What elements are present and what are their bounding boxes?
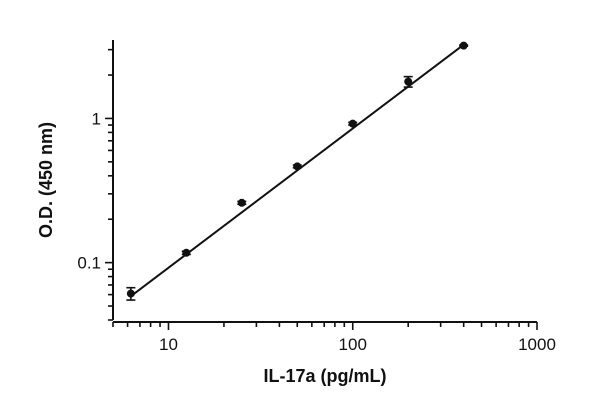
data-point (293, 162, 302, 171)
data-point (404, 77, 413, 86)
data-point (348, 119, 357, 128)
fit-line (130, 43, 465, 297)
data-point (237, 198, 246, 207)
data-point (459, 41, 468, 50)
y-tick-label: 0.1 (77, 254, 101, 273)
y-axis-title: O.D. (450 nm) (36, 122, 56, 238)
x-tick-label: 1000 (518, 335, 556, 354)
data-point (126, 289, 135, 298)
data-point (182, 248, 191, 257)
x-axis-title: IL-17a (pg/mL) (263, 366, 386, 386)
x-tick-label: 100 (339, 335, 367, 354)
fit-line-group (130, 43, 465, 297)
y-tick-label: 1 (92, 109, 101, 128)
data-points (126, 41, 468, 298)
axes (105, 40, 538, 330)
tick-labels: 10 100 1000 0.1 1 (77, 109, 556, 354)
x-tick-label: 10 (159, 335, 178, 354)
